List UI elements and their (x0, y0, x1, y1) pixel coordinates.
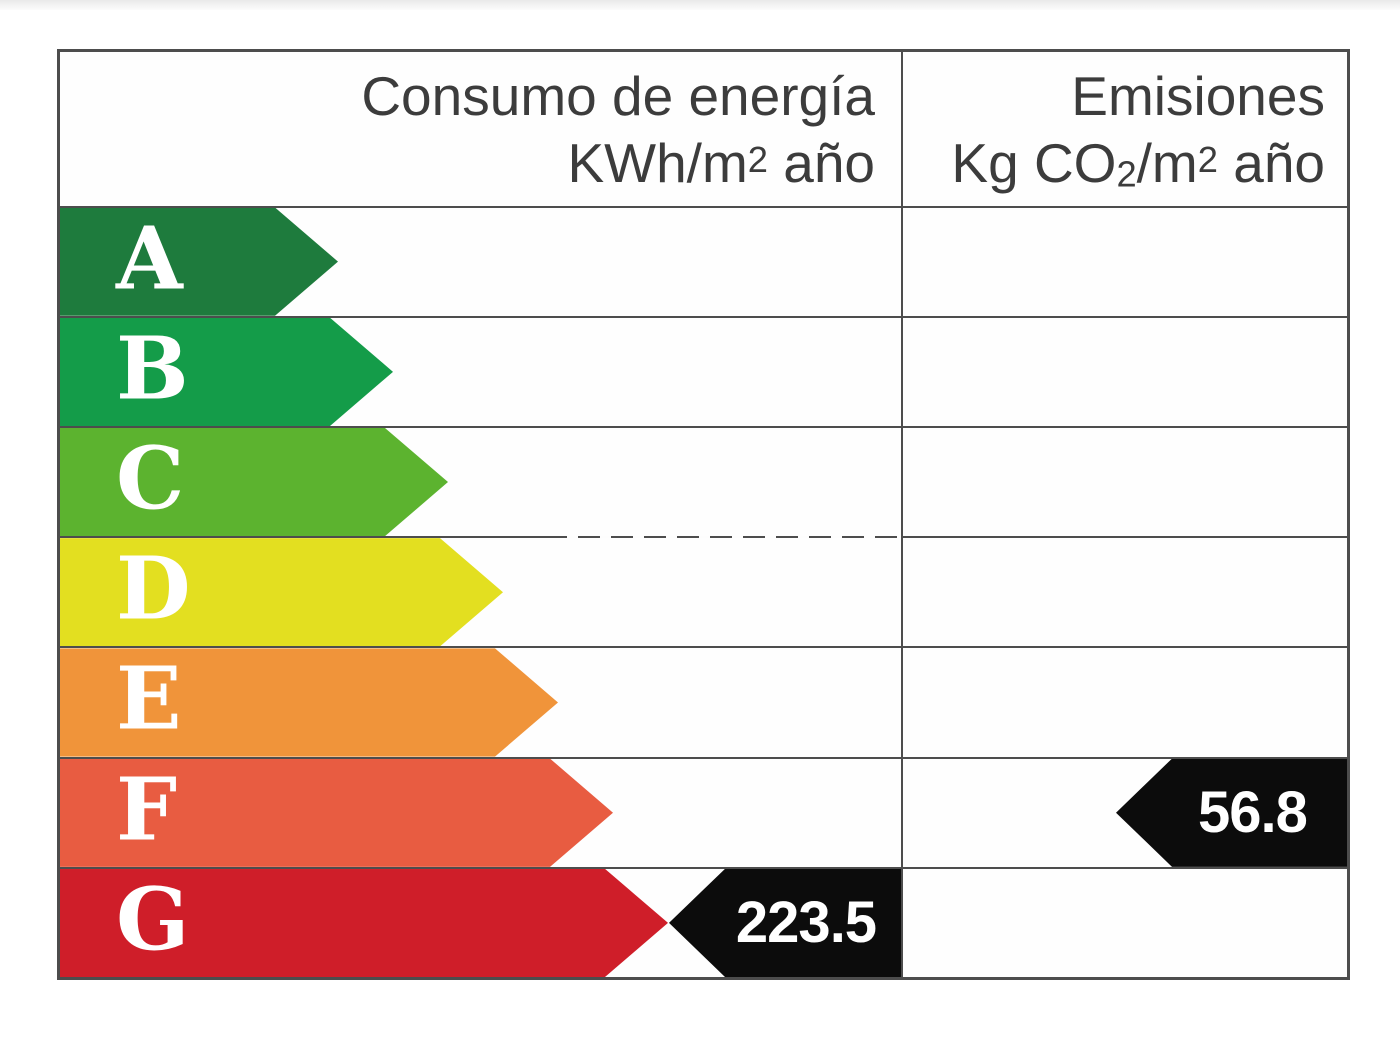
energy-cell-g: G 223.5 (60, 868, 901, 978)
rating-letter-g: G (116, 869, 190, 971)
rating-letter-d: D (116, 538, 191, 640)
emissions-cell-a (901, 207, 1347, 316)
rating-letter-e: E (116, 648, 182, 750)
energy-header-unit: KWh/m2 año (567, 132, 875, 195)
watermark-dashes (545, 536, 901, 539)
rating-row-g: G 223.5 (60, 866, 1347, 978)
rating-bar-g: G (60, 869, 668, 977)
rating-row-d: D (60, 536, 1347, 647)
emissions-cell-b (901, 317, 1347, 426)
energy-cell-a: A (60, 208, 901, 316)
emissions-cell-c (901, 427, 1347, 537)
rating-row-c: C (60, 425, 1347, 537)
rating-row-f: F 56.8 (60, 756, 1347, 867)
rating-row-e: E (60, 646, 1347, 757)
table-header-row: Consumo de energía KWh/m2 año Emisiones … (60, 52, 1347, 206)
emissions-header-unit: Kg CO2/m2 año (951, 132, 1325, 195)
emissions-cell-d (901, 538, 1347, 647)
rating-bar-e: E (60, 648, 558, 756)
rating-letter-c: C (116, 428, 185, 530)
rating-letter-b: B (116, 318, 189, 420)
energy-value-arrow: 223.5 (669, 868, 901, 978)
rating-row-a: A (60, 205, 1347, 316)
rating-letter-f: F (116, 759, 178, 861)
rating-row-b: B (60, 315, 1347, 426)
emissions-value: 56.8 (1198, 780, 1308, 846)
energy-cell-b: B (60, 318, 901, 426)
energy-value: 223.5 (735, 890, 877, 956)
rating-bar-d: D (60, 538, 503, 646)
emissions-cell-f: 56.8 (901, 758, 1347, 867)
rating-letter-a: A (116, 208, 183, 310)
emissions-header-title: Emisiones (1071, 65, 1325, 127)
energy-header-title: Consumo de energía (361, 65, 875, 127)
energy-certificate-table: Consumo de energía KWh/m2 año Emisiones … (57, 49, 1350, 980)
emissions-value-arrow: 56.8 (1116, 758, 1347, 867)
rating-bar-a: A (60, 208, 338, 316)
energy-cell-f: F (60, 759, 901, 867)
energy-cell-e: E (60, 648, 901, 756)
rating-bar-b: B (60, 318, 393, 426)
emissions-cell-e (901, 648, 1347, 757)
rating-bar-f: F (60, 759, 613, 867)
energy-cell-c: C (60, 428, 901, 536)
rating-bar-c: C (60, 428, 448, 536)
energy-cell-d: D (60, 538, 901, 646)
rating-rows: A B C D (60, 205, 1347, 978)
emissions-cell-g (901, 868, 1347, 978)
emissions-column-header: Emisiones Kg CO2/m2 año (901, 52, 1347, 206)
energy-column-header: Consumo de energía KWh/m2 año (60, 52, 901, 206)
page-top-edge (0, 0, 1400, 10)
